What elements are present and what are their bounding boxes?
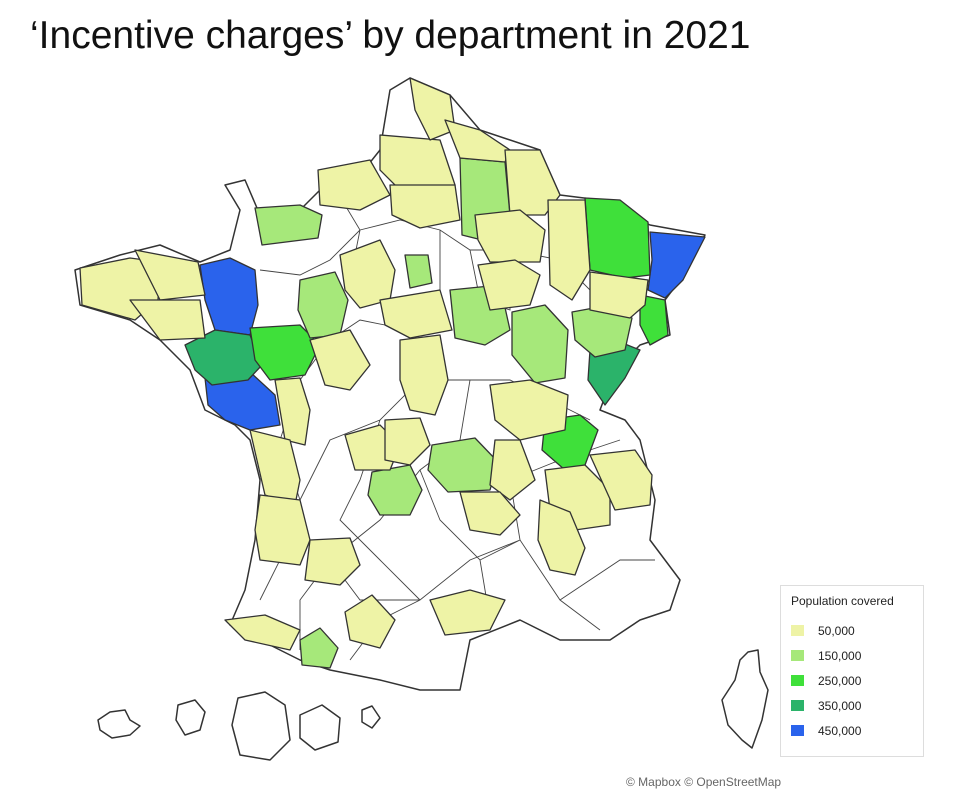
island (299, 704, 341, 751)
department (589, 449, 653, 511)
department (344, 594, 396, 649)
legend-label: 350,000 (818, 698, 862, 713)
department (389, 184, 461, 229)
corsica-and-overseas (97, 649, 769, 761)
department (511, 304, 569, 384)
department (474, 209, 546, 263)
department (427, 437, 499, 493)
department (134, 249, 206, 301)
department (317, 159, 391, 211)
department (184, 329, 263, 386)
legend-swatch (791, 675, 804, 686)
department (639, 294, 669, 346)
legend-swatch (791, 650, 804, 661)
title: ‘Incentive charges’ by department in 202… (30, 14, 751, 57)
legend-item: 250,000 (791, 668, 913, 693)
department (477, 259, 541, 311)
legend-label: 50,000 (818, 623, 855, 638)
department (589, 271, 649, 319)
department (489, 439, 536, 501)
legend-swatch (791, 725, 804, 736)
department (129, 299, 206, 341)
department (409, 77, 456, 141)
department (249, 324, 321, 381)
department (459, 491, 521, 536)
department (274, 377, 311, 446)
department (429, 589, 506, 636)
department (199, 257, 259, 336)
department (537, 499, 586, 576)
departments (79, 77, 706, 669)
department (204, 371, 281, 431)
legend-item: 450,000 (791, 718, 913, 743)
legend-label: 450,000 (818, 723, 862, 738)
legend-item: 50,000 (791, 618, 913, 643)
legend-title: Population covered (791, 594, 894, 608)
corsica (721, 649, 769, 749)
legend-swatch (791, 625, 804, 636)
island (97, 709, 141, 739)
department (304, 537, 361, 586)
island (361, 705, 381, 729)
legend-item: 350,000 (791, 693, 913, 718)
island (175, 699, 206, 736)
department (254, 204, 323, 246)
department (384, 417, 431, 466)
department (547, 199, 591, 301)
department (399, 334, 449, 416)
department (249, 429, 301, 506)
department (254, 494, 311, 566)
department (404, 254, 433, 289)
department (367, 464, 423, 516)
department (584, 197, 651, 279)
attribution: © Mapbox © OpenStreetMap (626, 775, 782, 789)
department (379, 289, 453, 339)
department (224, 614, 301, 651)
legend-items: 50,000 150,000 250,000 350,000 450,000 (791, 618, 913, 743)
legend-item: 150,000 (791, 643, 913, 668)
island (231, 691, 291, 761)
legend: Population covered 50,000 150,000 250,000 3… (780, 585, 924, 757)
department (489, 379, 569, 441)
legend-swatch (791, 700, 804, 711)
department (299, 627, 339, 669)
department (309, 329, 371, 391)
legend-label: 250,000 (818, 673, 862, 688)
department (647, 231, 706, 299)
legend-label: 150,000 (818, 648, 862, 663)
